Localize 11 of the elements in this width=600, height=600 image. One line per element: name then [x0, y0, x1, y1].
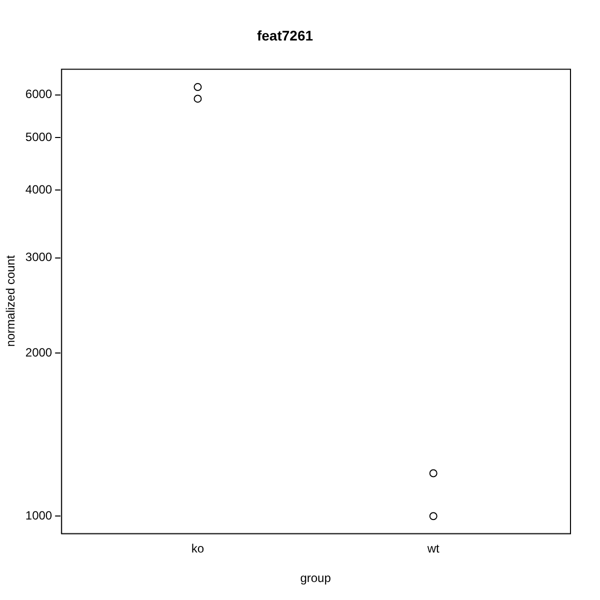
- y-tick-label: 4000: [25, 182, 52, 196]
- x-tick-label: ko: [191, 542, 204, 556]
- x-tick-label: wt: [426, 542, 440, 556]
- y-tick-label: 6000: [25, 87, 52, 102]
- y-tick-label: 5000: [25, 130, 52, 144]
- chart-title: feat7261: [256, 27, 314, 44]
- y-tick-label: 1000: [25, 508, 52, 522]
- y-tick-label: 2000: [25, 345, 52, 360]
- x-axis-title: group: [300, 571, 332, 586]
- y-tick-label: 3000: [25, 250, 52, 264]
- y-axis-title: normalized count: [4, 254, 18, 347]
